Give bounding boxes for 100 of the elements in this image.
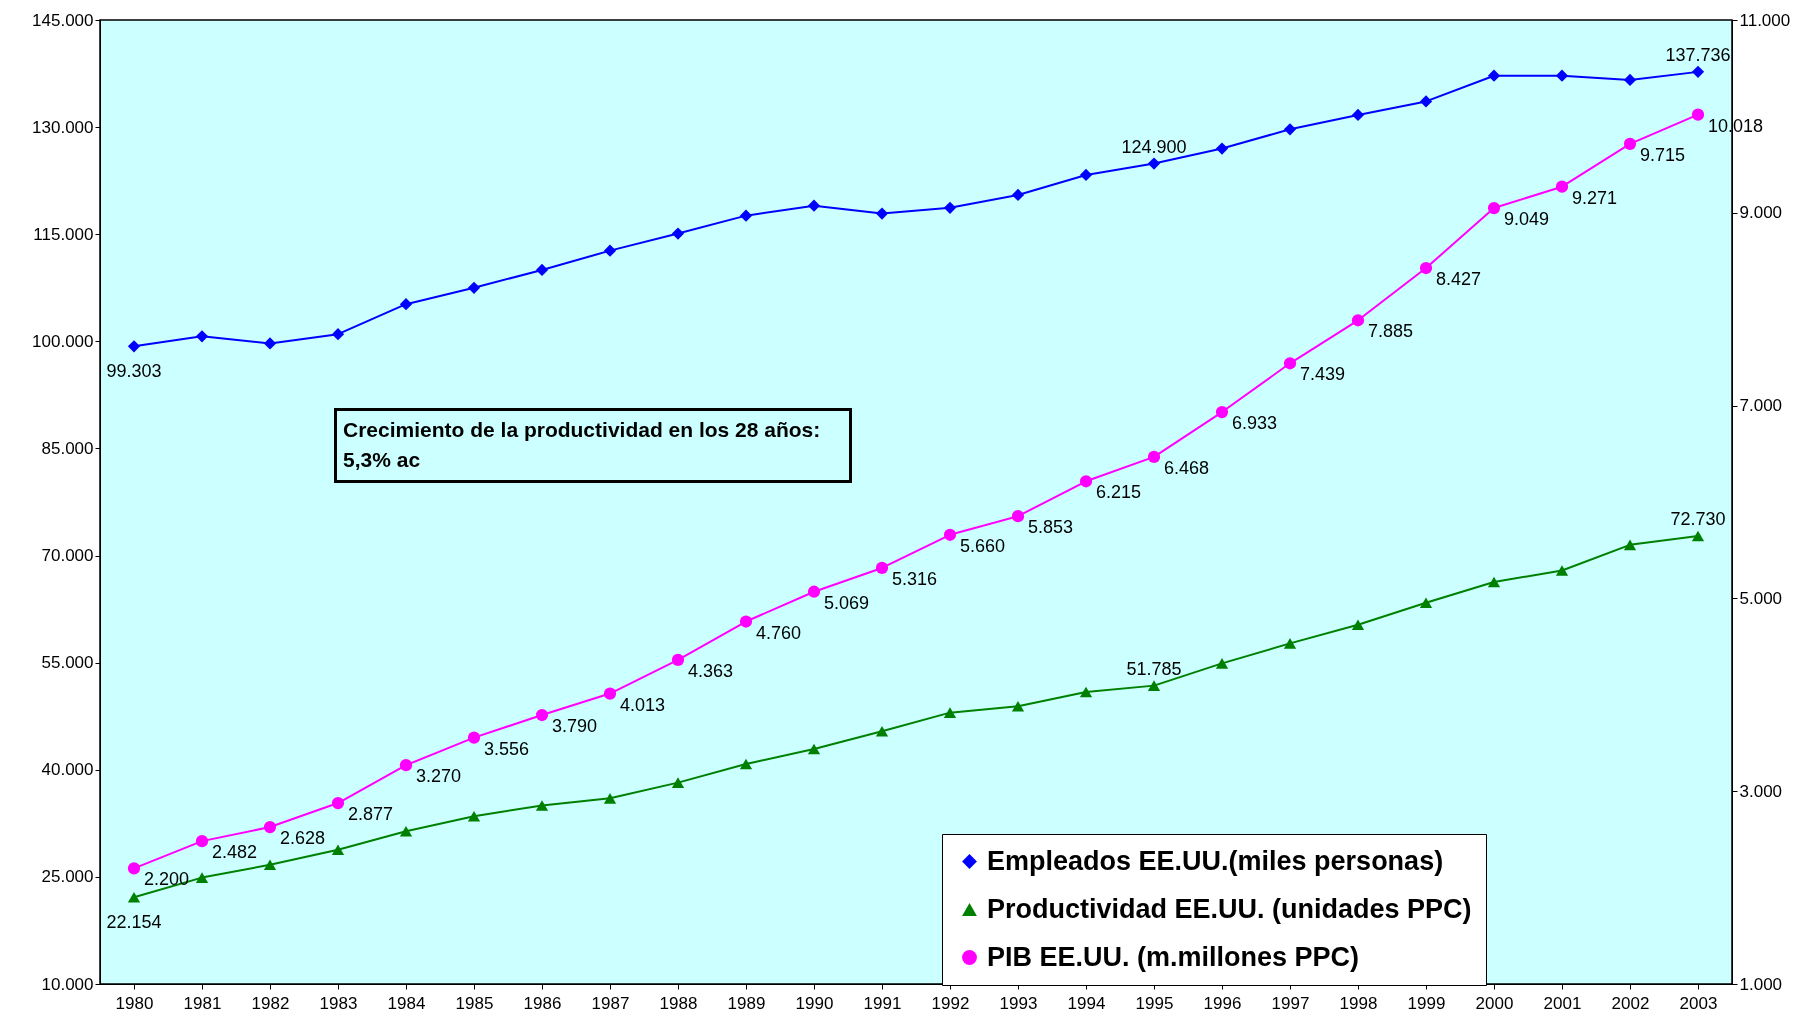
point [535, 800, 549, 811]
point [331, 844, 345, 856]
point [467, 810, 481, 822]
y-tick-label: 130.000 [32, 117, 94, 137]
point [671, 653, 685, 666]
x-tick-label: 1983 [319, 993, 358, 1013]
point [1351, 108, 1365, 122]
point [1419, 261, 1433, 275]
point [603, 244, 617, 257]
point [1147, 157, 1161, 170]
y-tick-label: 85.000 [41, 438, 94, 458]
x-tick-label: 1981 [183, 993, 222, 1013]
y2-tick-label: 1.000 [1739, 974, 1783, 994]
point [1555, 180, 1569, 193]
legend-label: PIB EE.UU. (m.millones PPC) [987, 941, 1360, 972]
legend-label: Productividad EE.UU. (unidades PPC) [987, 893, 1472, 924]
data-label: 8.427 [1436, 269, 1482, 290]
point [195, 330, 209, 343]
point [739, 615, 753, 628]
y2-tick-label: 9.000 [1739, 203, 1783, 223]
point [1079, 686, 1093, 698]
data-label: 2.877 [348, 804, 394, 825]
data-label: 72.730 [1670, 509, 1726, 530]
point [331, 796, 345, 810]
point [1691, 530, 1705, 542]
x-tick-label: 2001 [1543, 993, 1582, 1013]
x-tick-label: 1984 [387, 993, 426, 1013]
point [1419, 597, 1433, 608]
point [875, 207, 889, 220]
point [467, 281, 481, 294]
data-label: 124.900 [1121, 136, 1187, 157]
x-tick-label: 1986 [523, 993, 562, 1013]
point [263, 859, 277, 871]
point [1011, 700, 1025, 712]
point [1011, 510, 1025, 523]
x-tick-label: 1985 [455, 993, 494, 1013]
point [1215, 142, 1229, 155]
y-tick-label: 115.000 [33, 224, 94, 244]
data-label: 4.363 [688, 660, 734, 681]
data-label: 22.154 [106, 912, 162, 933]
x-tick-label: 1982 [251, 993, 290, 1013]
point [331, 328, 345, 341]
data-label: 9.049 [1504, 209, 1550, 230]
x-tick-label: 1987 [591, 993, 630, 1013]
point [535, 708, 549, 722]
point [1487, 201, 1501, 215]
data-label: 3.556 [484, 738, 530, 759]
point [1283, 357, 1297, 370]
data-label: 51.785 [1126, 658, 1182, 679]
point [943, 707, 957, 718]
x-tick-label: 1999 [1407, 993, 1446, 1013]
point [603, 687, 617, 700]
x-tick-label: 1990 [795, 993, 834, 1013]
point [263, 337, 277, 350]
point [1555, 69, 1569, 82]
annotation: Crecimiento de la productividad en los 28 años: 5,3% ac [334, 408, 852, 483]
point [807, 743, 821, 755]
point [263, 820, 277, 834]
y2-tick-label: 7.000 [1739, 396, 1783, 416]
point [807, 199, 821, 212]
point [195, 872, 209, 883]
data-label: 7.439 [1300, 364, 1346, 385]
x-tick-label: 1995 [1135, 993, 1174, 1013]
point [1011, 188, 1025, 202]
data-label: 5.316 [892, 568, 938, 589]
point [1691, 65, 1705, 78]
data-label: 3.270 [416, 766, 462, 787]
point [1283, 638, 1297, 649]
data-label: 5.853 [1028, 517, 1074, 538]
x-tick-label: 1993 [999, 993, 1038, 1013]
point [127, 891, 141, 903]
data-label: 99.303 [106, 361, 162, 382]
x-tick-label: 1988 [659, 993, 698, 1013]
point [603, 793, 617, 804]
data-label: 7.885 [1368, 321, 1414, 342]
point [1079, 475, 1093, 488]
point [807, 585, 821, 598]
x-tick-label: 2003 [1679, 993, 1718, 1013]
point [1215, 405, 1229, 419]
point [1079, 168, 1093, 182]
point [671, 777, 685, 788]
point [943, 528, 957, 541]
x-tick-label: 1998 [1339, 993, 1378, 1013]
point [1623, 137, 1637, 150]
data-label: 2.200 [144, 869, 190, 890]
data-label: 2.628 [280, 828, 326, 849]
y2-tick-label: 11.000 [1739, 10, 1791, 30]
x-tick-label: 1980 [115, 993, 154, 1013]
point [127, 862, 141, 875]
point [671, 227, 685, 240]
y-tick-label: 70.000 [41, 546, 94, 566]
point [1147, 450, 1161, 463]
y-tick-label: 10.000 [41, 974, 94, 994]
x-tick-label: 2000 [1475, 993, 1514, 1013]
data-label: 9.715 [1640, 144, 1686, 165]
x-tick-label: 1994 [1067, 993, 1106, 1013]
x-tick-label: 1991 [863, 993, 902, 1013]
data-label: 5.069 [824, 592, 870, 613]
data-label: 6.468 [1164, 457, 1210, 478]
point [943, 201, 957, 214]
